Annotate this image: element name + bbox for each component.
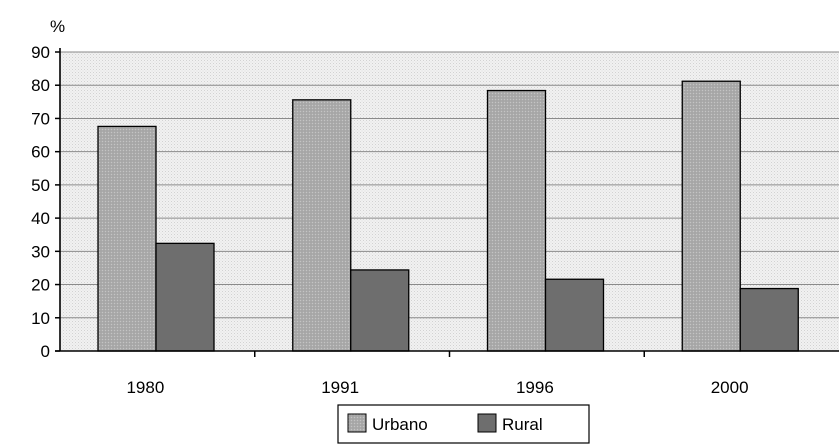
y-tick-label: 50 bbox=[31, 176, 50, 195]
y-unit-label: % bbox=[50, 17, 65, 36]
x-tick-label: 2000 bbox=[711, 378, 749, 397]
y-tick-label: 20 bbox=[31, 276, 50, 295]
legend-swatch-rural bbox=[477, 413, 497, 433]
bar-rural-2000 bbox=[739, 287, 799, 352]
legend: Urbano Rural bbox=[337, 404, 590, 444]
y-tick-label: 0 bbox=[41, 342, 50, 361]
bar-urbano-1980 bbox=[97, 125, 157, 352]
y-tick-label: 60 bbox=[31, 143, 50, 162]
legend-label-urbano: Urbano bbox=[372, 415, 428, 434]
bar-urbano-2000 bbox=[681, 80, 741, 352]
bar-urbano-1991 bbox=[292, 99, 352, 352]
x-tick-labels: 1980 1991 1996 2000 bbox=[126, 378, 748, 397]
axes bbox=[55, 48, 839, 357]
y-tick-label: 40 bbox=[31, 209, 50, 228]
x-tick-label: 1980 bbox=[126, 378, 164, 397]
x-tick-label: 1991 bbox=[321, 378, 359, 397]
y-tick-label: 30 bbox=[31, 242, 50, 261]
bar-rural-1996 bbox=[544, 278, 605, 352]
y-tick-labels: 0 10 20 30 40 50 60 70 80 90 bbox=[31, 43, 50, 361]
legend-box bbox=[337, 404, 590, 444]
bars bbox=[97, 80, 799, 352]
x-tick-label: 1996 bbox=[516, 378, 554, 397]
legend-swatch-urbano bbox=[347, 413, 367, 433]
y-tick-label: 80 bbox=[31, 76, 50, 95]
y-tick-label: 10 bbox=[31, 309, 50, 328]
legend-label-rural: Rural bbox=[502, 415, 543, 434]
y-tick-label: 90 bbox=[31, 43, 50, 62]
y-tick-label: 70 bbox=[31, 109, 50, 128]
bar-rural-1980 bbox=[155, 242, 215, 352]
bar-rural-1991 bbox=[350, 269, 410, 352]
bar-urbano-1996 bbox=[486, 89, 547, 352]
